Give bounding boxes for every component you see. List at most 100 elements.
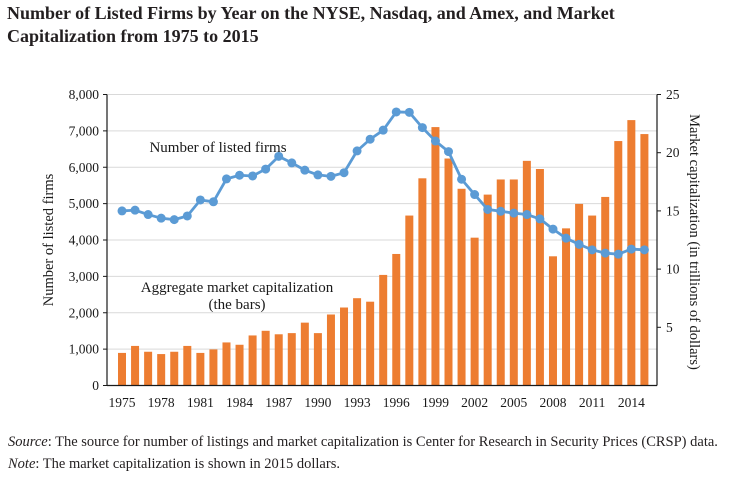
left-axis-tick-label: 3,000 (69, 269, 100, 284)
x-axis-tick-label: 1996 (383, 395, 410, 410)
line-point-1987 (274, 151, 284, 161)
bar-2010 (575, 203, 584, 386)
bar-series-label-line2: (the bars) (208, 297, 265, 313)
bar-1992 (340, 307, 349, 386)
figure-title-line1: Number of Listed Firms by Year on the NY… (7, 3, 615, 23)
bar-2007 (535, 168, 544, 386)
line-series-label: Number of listed firms (149, 140, 286, 156)
line-point-2009 (561, 233, 571, 243)
line-point-1979 (169, 215, 179, 225)
bar-1978 (157, 354, 166, 386)
line-point-1991 (326, 171, 336, 181)
bar-1996 (392, 253, 401, 386)
bar-2005 (509, 179, 518, 386)
line-point-2007 (535, 214, 545, 224)
right-axis-title: Market capitalization (in trillions of d… (686, 114, 702, 370)
note-line: Note: The market capitalization is shown… (8, 453, 741, 475)
line-point-2013 (613, 249, 623, 259)
line-point-1984 (235, 170, 245, 180)
bar-1983 (222, 342, 231, 386)
bar-2003 (483, 194, 492, 386)
line-point-1988 (287, 158, 297, 168)
x-axis-tick-label: 2005 (500, 395, 527, 410)
bar-1994 (366, 301, 375, 386)
line-point-1994 (365, 134, 375, 144)
bar-1999 (431, 127, 440, 386)
x-axis-tick-label: 1984 (226, 395, 253, 410)
bar-2009 (562, 228, 571, 386)
left-axis-tick-label: 1,000 (69, 342, 100, 357)
bar-1982 (209, 349, 218, 386)
x-axis-tick-label: 2002 (461, 395, 488, 410)
line-point-2003 (483, 204, 493, 214)
bar-1977 (144, 351, 153, 386)
bar-1986 (261, 330, 270, 386)
line-point-2014 (626, 244, 636, 254)
bar-1997 (405, 215, 414, 386)
right-axis-tick-label: 25 (666, 87, 680, 102)
x-axis-tick-label: 1990 (304, 395, 331, 410)
line-point-1998 (417, 123, 427, 133)
note-label: Note (8, 456, 36, 472)
line-point-1982 (208, 197, 218, 207)
bar-1985 (248, 335, 257, 386)
left-axis-tick-label: 0 (92, 378, 99, 393)
line-point-1997 (404, 107, 414, 117)
bar-2006 (522, 160, 531, 386)
line-point-1981 (195, 195, 205, 205)
x-axis-tick-label: 2008 (539, 395, 566, 410)
x-axis-tick-label: 2011 (579, 395, 606, 410)
footer-notes: Source: The source for number of listing… (8, 431, 741, 475)
bar-1995 (379, 274, 388, 386)
bar-1991 (326, 314, 335, 386)
bar-2013 (614, 141, 623, 386)
right-axis-tick-label: 15 (666, 203, 680, 218)
line-point-2000 (444, 147, 453, 157)
bar-1993 (353, 298, 362, 386)
source-note: Source: The source for number of listing… (8, 431, 741, 453)
bar-2012 (601, 196, 610, 386)
bar-1984 (235, 344, 244, 386)
line-point-1980 (182, 211, 192, 221)
line-point-2005 (509, 208, 519, 218)
bar-1981 (196, 352, 205, 386)
x-axis-tick-label: 1987 (265, 395, 292, 410)
figure-title-line2: Capitalization from 1975 to 2015 (7, 26, 259, 46)
x-axis-tick-label: 2014 (618, 395, 645, 410)
bar-2000 (444, 158, 453, 386)
bar-1979 (170, 351, 179, 386)
bar-2001 (457, 188, 466, 386)
line-point-1992 (339, 168, 349, 178)
line-point-1986 (261, 164, 271, 174)
line-point-2008 (548, 224, 558, 234)
bar-1988 (287, 333, 296, 386)
x-axis-tick-label: 1975 (109, 395, 136, 410)
line-point-2010 (574, 239, 584, 249)
bar-1990 (313, 333, 322, 386)
x-axis-tick-label: 1993 (344, 395, 371, 410)
bar-1980 (183, 345, 192, 386)
line-point-1975 (117, 206, 127, 216)
line-point-2011 (587, 245, 597, 255)
right-axis-tick-label: 20 (666, 145, 680, 160)
line-point-1996 (391, 107, 401, 117)
note-text: : The market capitalization is shown in … (35, 456, 340, 472)
source-text: : The source for number of listings and … (47, 434, 718, 450)
line-point-1983 (221, 174, 231, 184)
x-axis-tick-label: 1978 (148, 395, 175, 410)
line-point-1976 (130, 205, 140, 215)
line-point-1977 (143, 210, 153, 220)
bar-2011 (588, 215, 597, 386)
left-axis-tick-label: 6,000 (69, 160, 100, 175)
left-axis-tick-label: 8,000 (69, 87, 100, 102)
bar-1976 (131, 345, 140, 386)
line-point-2002 (470, 190, 480, 200)
right-axis-tick-label: 10 (666, 262, 680, 277)
bar-1987 (274, 334, 283, 386)
line-point-1993 (352, 146, 362, 156)
x-axis-tick-label: 1981 (187, 395, 214, 410)
bar-2004 (496, 179, 505, 386)
x-axis-tick-label: 1999 (422, 395, 449, 410)
bar-1989 (300, 322, 309, 386)
